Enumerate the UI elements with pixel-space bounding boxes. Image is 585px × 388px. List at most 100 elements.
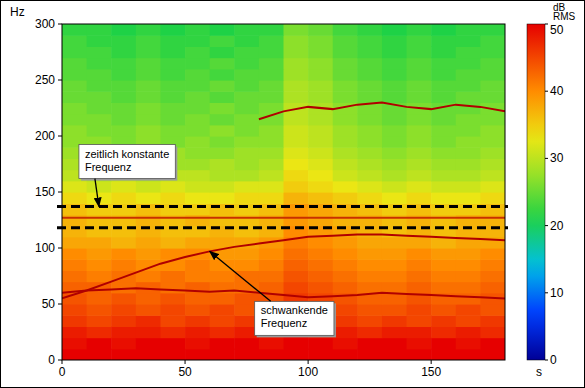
annotation-box xyxy=(255,301,334,335)
cell xyxy=(308,259,333,271)
cell xyxy=(210,214,235,226)
cell xyxy=(431,181,456,193)
cell xyxy=(185,80,210,92)
cell xyxy=(456,114,481,126)
cell xyxy=(382,58,407,70)
y-tick-label: 300 xyxy=(35,17,55,31)
cell xyxy=(160,270,185,282)
cell xyxy=(480,58,505,70)
cell xyxy=(87,338,112,350)
x-tick xyxy=(185,360,186,364)
cell xyxy=(480,192,505,204)
cell xyxy=(160,24,185,36)
cell xyxy=(308,46,333,58)
cell xyxy=(284,338,309,350)
cell xyxy=(62,349,87,360)
cell xyxy=(357,248,382,260)
cell xyxy=(210,304,235,316)
cell xyxy=(357,136,382,148)
trace xyxy=(62,235,505,299)
y-tick xyxy=(58,304,62,305)
cell xyxy=(259,259,284,271)
cell xyxy=(234,46,259,58)
cell xyxy=(357,237,382,249)
cell xyxy=(87,349,112,360)
cell xyxy=(480,326,505,338)
cell xyxy=(185,203,210,215)
y-tick-label: 150 xyxy=(35,185,55,199)
cell xyxy=(234,24,259,36)
cell xyxy=(407,259,432,271)
cell xyxy=(456,91,481,103)
cell xyxy=(136,214,161,226)
cell xyxy=(87,80,112,92)
x-tick-label: 100 xyxy=(298,365,318,379)
cell xyxy=(431,282,456,294)
cell xyxy=(62,46,87,58)
annotation-text: Frequenz xyxy=(261,317,307,329)
annotation-box xyxy=(79,145,175,179)
cell xyxy=(456,158,481,170)
cell xyxy=(284,35,309,47)
colorbar-tick xyxy=(545,158,548,159)
cell xyxy=(431,170,456,182)
cell xyxy=(210,147,235,159)
cell xyxy=(234,147,259,159)
cell xyxy=(456,259,481,271)
y-tick xyxy=(58,80,62,81)
cell xyxy=(407,282,432,294)
cell xyxy=(308,80,333,92)
cell xyxy=(259,214,284,226)
cell xyxy=(87,24,112,36)
cell xyxy=(407,214,432,226)
cell xyxy=(284,80,309,92)
cell xyxy=(333,147,358,159)
cell xyxy=(357,259,382,271)
cell xyxy=(456,293,481,305)
cell xyxy=(456,69,481,81)
annotation-arrow xyxy=(95,179,99,207)
cell xyxy=(357,170,382,182)
cell xyxy=(111,349,136,360)
cell xyxy=(234,80,259,92)
cell xyxy=(333,181,358,193)
cell xyxy=(357,214,382,226)
cell xyxy=(87,270,112,282)
cell xyxy=(357,69,382,81)
cell xyxy=(357,46,382,58)
cell xyxy=(62,125,87,137)
cell xyxy=(259,91,284,103)
cell xyxy=(382,91,407,103)
cell xyxy=(456,35,481,47)
cell xyxy=(431,80,456,92)
cell xyxy=(382,69,407,81)
cell xyxy=(456,315,481,327)
cell xyxy=(456,80,481,92)
cell xyxy=(87,46,112,58)
y-tick-label: 50 xyxy=(42,297,56,311)
cell xyxy=(333,114,358,126)
cell xyxy=(382,35,407,47)
cell xyxy=(210,315,235,327)
cell xyxy=(210,24,235,36)
cell xyxy=(382,259,407,271)
cell xyxy=(431,326,456,338)
cell xyxy=(284,46,309,58)
cell xyxy=(185,326,210,338)
trace xyxy=(259,102,505,119)
cell xyxy=(210,338,235,350)
cell xyxy=(480,315,505,327)
cell xyxy=(62,35,87,47)
cell xyxy=(333,270,358,282)
y-tick-label: 100 xyxy=(35,241,55,255)
cell xyxy=(259,35,284,47)
cell xyxy=(382,170,407,182)
cell xyxy=(431,214,456,226)
cell xyxy=(456,192,481,204)
cell xyxy=(87,58,112,70)
cell xyxy=(480,248,505,260)
cell xyxy=(284,282,309,294)
cell xyxy=(234,35,259,47)
cell xyxy=(62,102,87,114)
cell xyxy=(456,349,481,360)
